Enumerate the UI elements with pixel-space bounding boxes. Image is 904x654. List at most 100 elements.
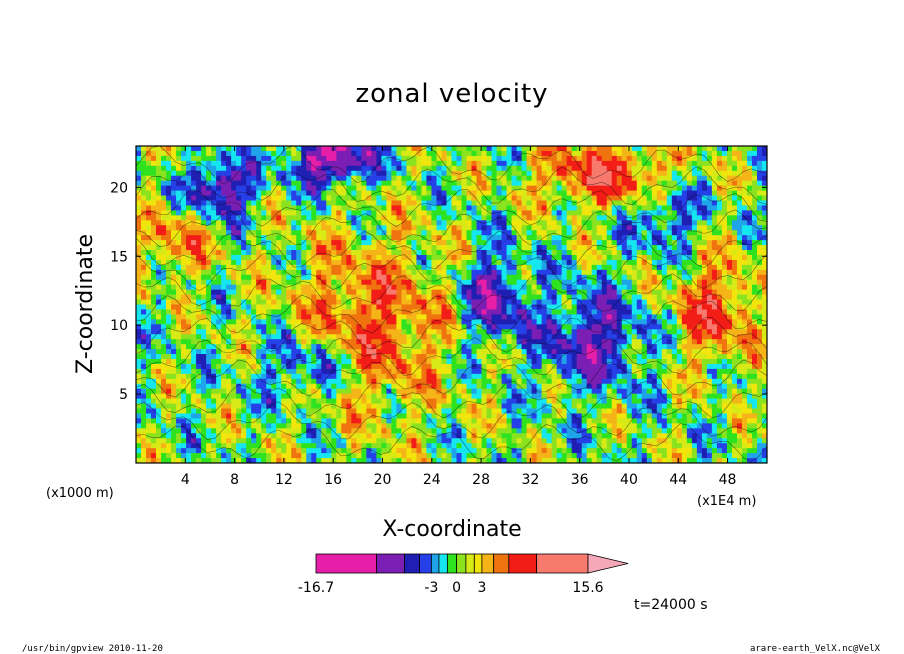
heatmap-cell — [236, 240, 242, 246]
heatmap-cell — [341, 403, 347, 410]
heatmap-cell — [191, 155, 197, 162]
heatmap-cell — [456, 190, 463, 197]
heatmap-cell — [151, 245, 157, 251]
heatmap-cell — [426, 279, 433, 286]
heatmap-cell — [171, 245, 177, 251]
heatmap-cell — [261, 200, 267, 207]
heatmap-cell — [291, 250, 297, 256]
heatmap-cell — [276, 423, 282, 429]
heatmap-cell — [276, 185, 282, 192]
heatmap-cell — [346, 195, 352, 202]
heatmap-cell — [206, 170, 212, 177]
heatmap-cell — [151, 383, 157, 390]
heatmap-cell — [151, 205, 157, 211]
heatmap-cell — [391, 334, 398, 340]
heatmap-cell — [231, 309, 237, 315]
heatmap-cell — [431, 274, 438, 281]
heatmap-cell — [456, 418, 463, 424]
heatmap-cell — [331, 448, 337, 454]
heatmap-cell — [436, 443, 443, 449]
heatmap-cell — [221, 354, 227, 360]
heatmap-cell — [301, 185, 307, 192]
heatmap-cell — [146, 418, 152, 424]
heatmap-cell — [181, 230, 187, 236]
heatmap-cell — [301, 284, 307, 291]
heatmap-cell — [471, 254, 478, 261]
heatmap-cell — [421, 230, 428, 236]
heatmap-cell — [311, 146, 317, 152]
heatmap-cell — [321, 393, 327, 400]
heatmap-cell — [331, 190, 337, 197]
heatmap-cell — [211, 165, 217, 172]
heatmap-cell — [506, 230, 513, 236]
heatmap-cell — [231, 146, 237, 152]
heatmap-cell — [226, 200, 232, 207]
heatmap-cell — [346, 418, 352, 424]
heatmap-cell — [176, 428, 182, 434]
heatmap-cell — [336, 195, 342, 202]
heatmap-cell — [141, 428, 147, 434]
heatmap-cell — [201, 240, 207, 246]
heatmap-cell — [226, 185, 232, 192]
heatmap-cell — [496, 294, 503, 301]
heatmap-cell — [221, 170, 227, 177]
heatmap-cell — [151, 388, 157, 395]
heatmap-cell — [411, 146, 418, 152]
heatmap-cell — [521, 408, 528, 415]
heatmap-cell — [241, 259, 247, 266]
heatmap-cell — [466, 319, 473, 325]
heatmap-cell — [461, 150, 468, 157]
heatmap-cell — [331, 250, 337, 256]
heatmap-cell — [476, 230, 483, 236]
heatmap-cell — [516, 373, 523, 380]
heatmap-cell — [421, 344, 428, 350]
heatmap-cell — [286, 344, 292, 350]
heatmap-cell — [211, 448, 217, 454]
heatmap-cell — [261, 334, 267, 340]
heatmap-cell — [391, 423, 398, 429]
heatmap-cell — [191, 339, 197, 345]
heatmap-cell — [146, 358, 152, 365]
heatmap-cell — [386, 195, 393, 202]
heatmap-cell — [221, 344, 227, 350]
heatmap-cell — [521, 423, 528, 429]
chart-title: zonal velocity — [355, 79, 548, 109]
heatmap-cell — [206, 363, 212, 370]
heatmap-cell — [316, 175, 322, 182]
heatmap-cell — [341, 408, 347, 415]
heatmap-cell — [366, 259, 372, 266]
heatmap-cell — [316, 393, 322, 400]
heatmap-cell — [386, 373, 393, 380]
heatmap-cell — [366, 215, 372, 221]
heatmap-cell — [391, 373, 398, 380]
heatmap-cell — [341, 259, 347, 266]
heatmap-cell — [286, 146, 292, 152]
heatmap-cell — [186, 165, 192, 172]
heatmap-cell — [486, 180, 493, 187]
heatmap-cell — [441, 428, 448, 434]
heatmap-cell — [241, 150, 247, 157]
heatmap-cell — [306, 344, 312, 350]
heatmap-cell — [246, 240, 252, 246]
heatmap-cell — [306, 180, 312, 187]
heatmap-cell — [351, 458, 357, 463]
heatmap-cell — [251, 160, 257, 167]
heatmap-cell — [221, 428, 227, 434]
heatmap-cell — [336, 403, 342, 410]
heatmap-cell — [516, 309, 523, 315]
heatmap-cell — [146, 274, 152, 281]
heatmap-cell — [241, 294, 247, 301]
heatmap-cell — [141, 264, 147, 271]
heatmap-cell — [456, 175, 463, 182]
heatmap-cell — [241, 250, 247, 256]
heatmap-cell — [441, 453, 448, 459]
heatmap-cell — [416, 245, 423, 251]
heatmap-cell — [416, 383, 423, 390]
heatmap-cell — [451, 349, 458, 355]
heatmap-cell — [386, 358, 393, 365]
heatmap-cell — [311, 200, 317, 207]
heatmap-cell — [331, 403, 337, 410]
heatmap-cell — [251, 373, 257, 380]
heatmap-cell — [436, 254, 443, 261]
heatmap-cell — [396, 349, 403, 355]
